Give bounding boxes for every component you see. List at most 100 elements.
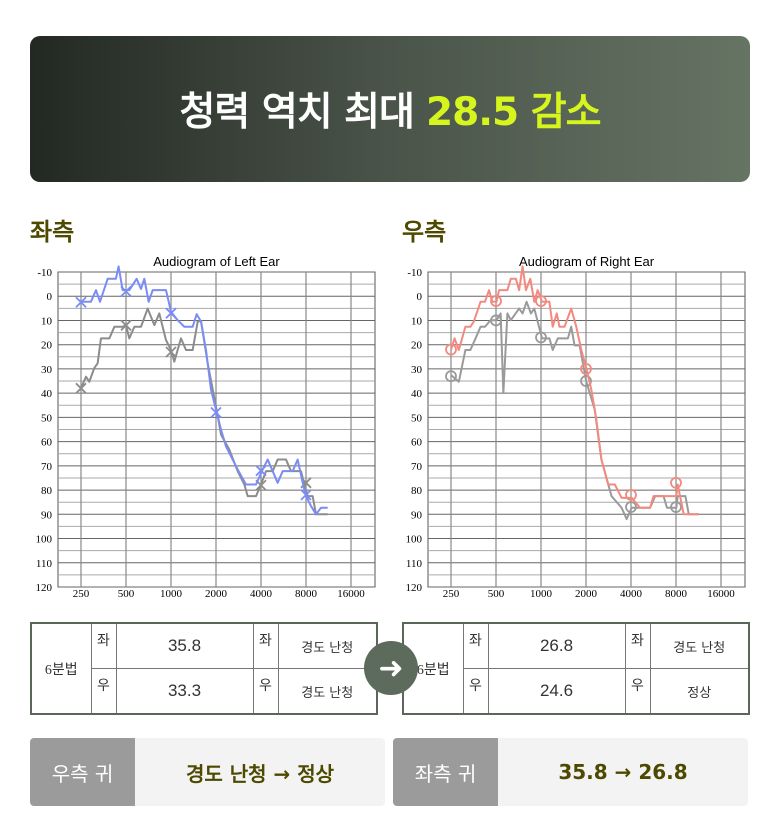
x-tick-label: 500 — [118, 588, 135, 600]
right-result-table: 6분법 좌 26.8 좌 경도 난청 우 24.6 우 정상 — [402, 622, 750, 715]
series-line — [81, 265, 328, 516]
x-tick-label: 1000 — [530, 588, 553, 600]
y-tick-label: 90 — [41, 509, 53, 521]
right-ear-audiogram: -10 0 10 20 30 40 50 60 70 80 90 100 110 120 250 500 100… — [406, 254, 746, 600]
x-tick-label: 8000 — [665, 588, 688, 600]
o-marker — [490, 314, 502, 327]
x-marker — [75, 296, 87, 308]
y-tick-label: 100 — [406, 534, 423, 546]
table-row: 6분법 좌 35.8 좌 경도 난청 — [30, 622, 378, 715]
y-tick-label: 110 — [406, 558, 423, 570]
summary-right-ear: 우측 귀 경도 난청 → 정상 — [30, 738, 385, 806]
x-marker — [75, 382, 87, 394]
y-tick-label: 60 — [411, 437, 423, 449]
x-tick-label: 2000 — [575, 588, 598, 600]
method-label: 6분법 — [402, 622, 464, 715]
y-tick-label: 50 — [411, 412, 423, 424]
headline-highlight: 28.5 감소 — [425, 90, 602, 135]
y-tick-label: 0 — [47, 291, 53, 303]
y-tick-label: 120 — [36, 582, 53, 594]
o-marker — [625, 489, 637, 501]
x-marker — [300, 489, 312, 501]
hearing-class: 경도 난청 — [649, 622, 750, 669]
summary-label: 좌측 귀 — [393, 738, 498, 806]
o-marker — [625, 501, 637, 513]
y-tick-label: 110 — [36, 558, 53, 570]
side-label: 우 — [624, 668, 651, 715]
x-tick-label: 2000 — [205, 588, 228, 600]
x-tick-label: 8000 — [295, 588, 318, 600]
table-row: 우 24.6 우 정상 — [403, 668, 750, 715]
x-tick-label: 16000 — [337, 588, 365, 600]
y-tick-label: 50 — [41, 412, 53, 424]
o-marker — [445, 343, 457, 356]
summary-label: 우측 귀 — [30, 738, 135, 806]
y-tick-label: 40 — [411, 388, 423, 400]
o-marker — [445, 370, 457, 383]
headline-title: 청력 역치 최대 — [179, 90, 415, 135]
y-tick-label: -10 — [37, 267, 52, 279]
y-tick-label: 0 — [417, 291, 423, 303]
left-section-label: 좌측 — [30, 218, 75, 246]
o-marker — [535, 331, 547, 344]
right-section-label: 우측 — [402, 218, 447, 246]
o-marker — [580, 363, 592, 375]
chart-title: Audiogram of Right Ear — [519, 254, 655, 269]
y-tick-label: 20 — [411, 340, 423, 352]
x-marker — [120, 319, 132, 331]
side-label: 우 — [462, 668, 489, 715]
y-tick-label: 20 — [41, 340, 53, 352]
x-tick-label: 16000 — [707, 588, 735, 600]
y-tick-label: 70 — [411, 461, 423, 473]
x-tick-label: 1000 — [160, 588, 183, 600]
side-label: 좌 — [462, 622, 489, 669]
y-tick-label: 30 — [411, 364, 423, 376]
x-tick-label: 250 — [73, 588, 90, 600]
hearing-class: 경도 난청 — [277, 668, 378, 715]
summary-value: 경도 난청 → 정상 — [135, 738, 385, 806]
x-marker — [255, 465, 267, 477]
x-marker — [120, 285, 132, 298]
left-result-table: 6분법 좌 35.8 좌 경도 난청 우 33.3 우 경도 난청 — [30, 622, 378, 715]
x-marker — [165, 346, 177, 358]
x-marker — [210, 406, 222, 419]
threshold-value: 26.8 — [487, 622, 626, 669]
o-marker — [670, 476, 682, 489]
method-label: 6분법 — [30, 622, 92, 715]
y-tick-label: 120 — [406, 582, 423, 594]
y-tick-label: 10 — [411, 315, 423, 327]
o-marker — [490, 295, 502, 307]
x-tick-label: 4000 — [620, 588, 643, 600]
threshold-value: 24.6 — [487, 668, 626, 715]
x-tick-label: 500 — [488, 588, 505, 600]
threshold-value: 33.3 — [115, 668, 254, 715]
threshold-value: 35.8 — [115, 622, 254, 669]
arrow-right-icon: ➜ — [364, 641, 418, 695]
left-ear-audiogram: -10 0 10 20 30 40 50 60 70 80 90 100 110 120 250 500 100… — [36, 254, 376, 600]
x-tick-label: 250 — [443, 588, 460, 600]
hearing-class: 경도 난청 — [277, 622, 378, 669]
y-tick-label: 10 — [41, 315, 53, 327]
series-line — [80, 307, 328, 516]
y-tick-label: 70 — [41, 461, 53, 473]
series-line — [450, 265, 699, 516]
y-tick-label: 100 — [36, 534, 53, 546]
side-label: 좌 — [624, 622, 651, 669]
side-label: 좌 — [252, 622, 279, 669]
side-label: 우 — [252, 668, 279, 715]
x-tick-label: 4000 — [250, 588, 273, 600]
y-tick-label: 60 — [41, 437, 53, 449]
table-row: 우 33.3 우 경도 난청 — [31, 668, 378, 715]
y-tick-label: 30 — [41, 364, 53, 376]
headline-banner: 청력 역치 최대 28.5 감소 — [30, 36, 750, 182]
hearing-class: 정상 — [649, 668, 750, 715]
y-tick-label: 90 — [411, 509, 423, 521]
y-tick-label: -10 — [407, 267, 422, 279]
o-marker — [670, 501, 682, 513]
x-marker — [165, 307, 177, 319]
chart-title: Audiogram of Left Ear — [153, 254, 280, 269]
y-tick-label: 40 — [41, 388, 53, 400]
table-row: 6분법 좌 26.8 좌 경도 난청 — [402, 622, 750, 715]
y-tick-label: 80 — [411, 485, 423, 497]
summary-value: 35.8 → 26.8 — [498, 738, 748, 806]
